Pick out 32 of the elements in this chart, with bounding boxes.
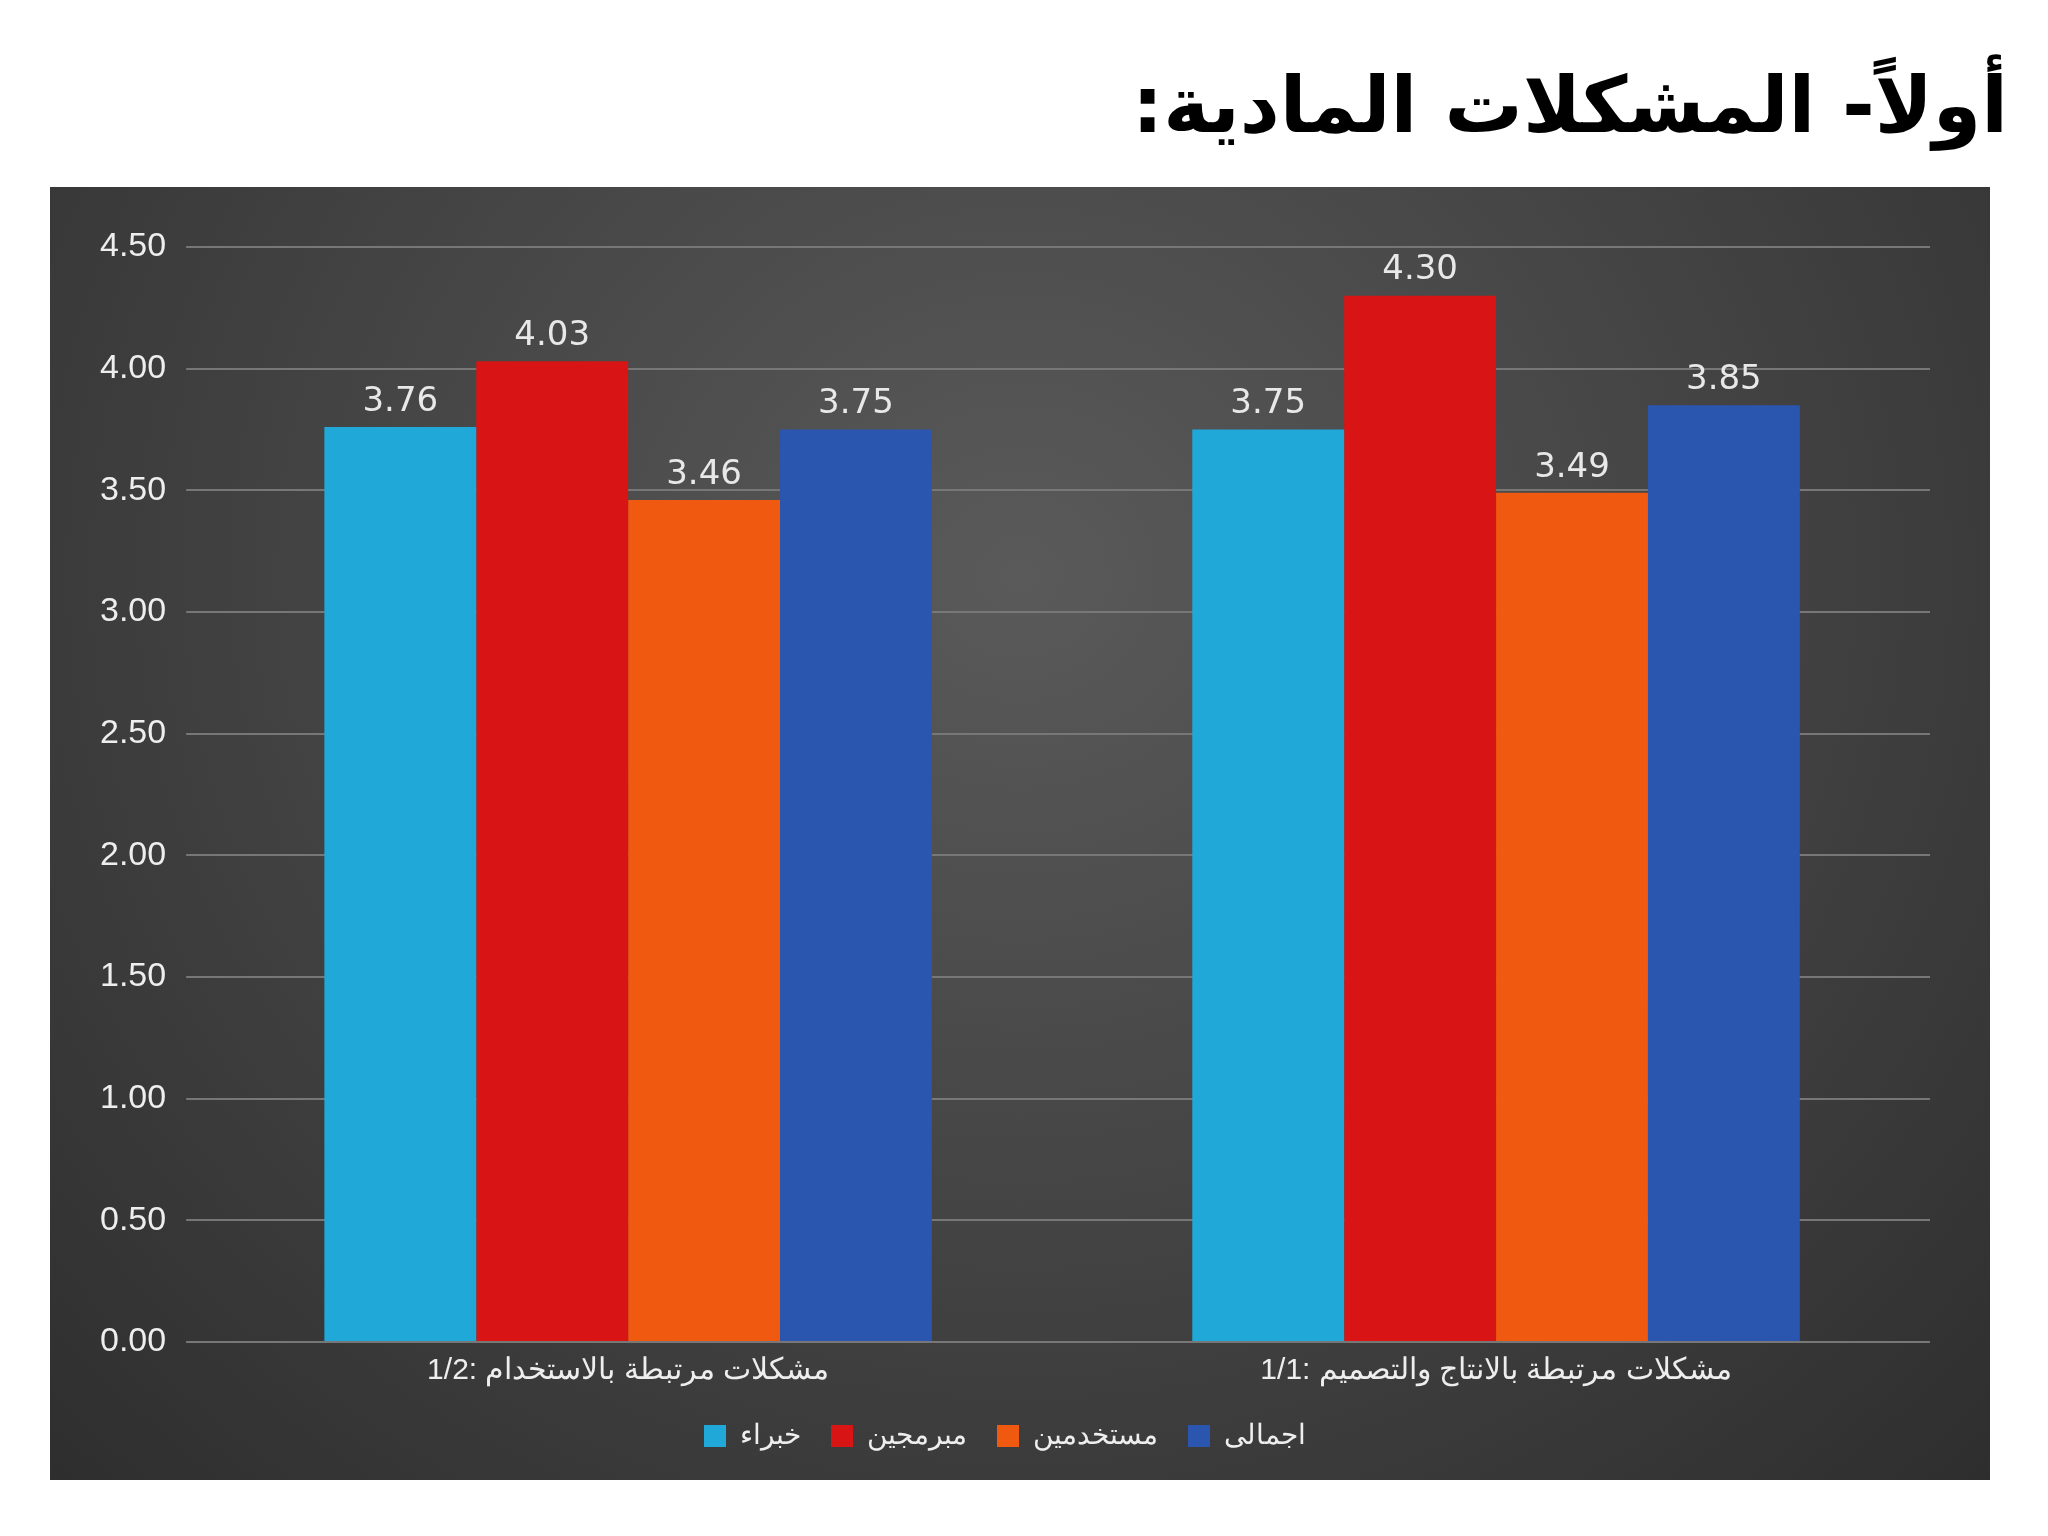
x-tick-label: 1/1: مشكلات مرتبطة بالانتاج والتصميم: [1260, 1352, 1732, 1388]
bar: [1647, 405, 1800, 1341]
bar: [1496, 492, 1648, 1341]
text: 4.03: [514, 313, 591, 354]
bar: [324, 427, 477, 1341]
text: 3.75: [818, 381, 894, 422]
y-tick-label: 4.00: [99, 347, 167, 386]
bar: [628, 500, 781, 1341]
text: 3.76: [362, 378, 439, 419]
x-tick-label: 1/2: مشكلات مرتبطة بالاستخدام: [427, 1352, 830, 1388]
y-tick-label: 1.00: [99, 1077, 167, 1116]
text: 3.49: [1534, 444, 1610, 485]
text: 3.46: [666, 451, 742, 492]
y-tick-label: 2.00: [99, 833, 167, 872]
bar: [1192, 429, 1345, 1341]
text: 3.75: [1230, 381, 1307, 422]
legend-label: مستخدمين: [1033, 1418, 1158, 1451]
y-tick-label: 4.50: [99, 225, 167, 264]
bar: [780, 429, 932, 1341]
y-tick-label: 3.00: [99, 590, 167, 629]
bar: [1344, 295, 1497, 1341]
text: 3.85: [1686, 356, 1762, 397]
y-tick-label: 2.50: [99, 712, 167, 751]
legend-label: مبرمجين: [867, 1418, 967, 1451]
y-tick-label: 0.50: [99, 1198, 167, 1237]
y-tick-label: 1.50: [99, 955, 167, 994]
y-tick-label: 3.50: [99, 468, 167, 507]
legend-label: خبراء: [740, 1418, 801, 1451]
text: 4.30: [1382, 247, 1458, 288]
legend-label: اجمالى: [1224, 1418, 1306, 1450]
bar: [476, 361, 629, 1341]
y-tick-label: 0.00: [99, 1320, 167, 1359]
